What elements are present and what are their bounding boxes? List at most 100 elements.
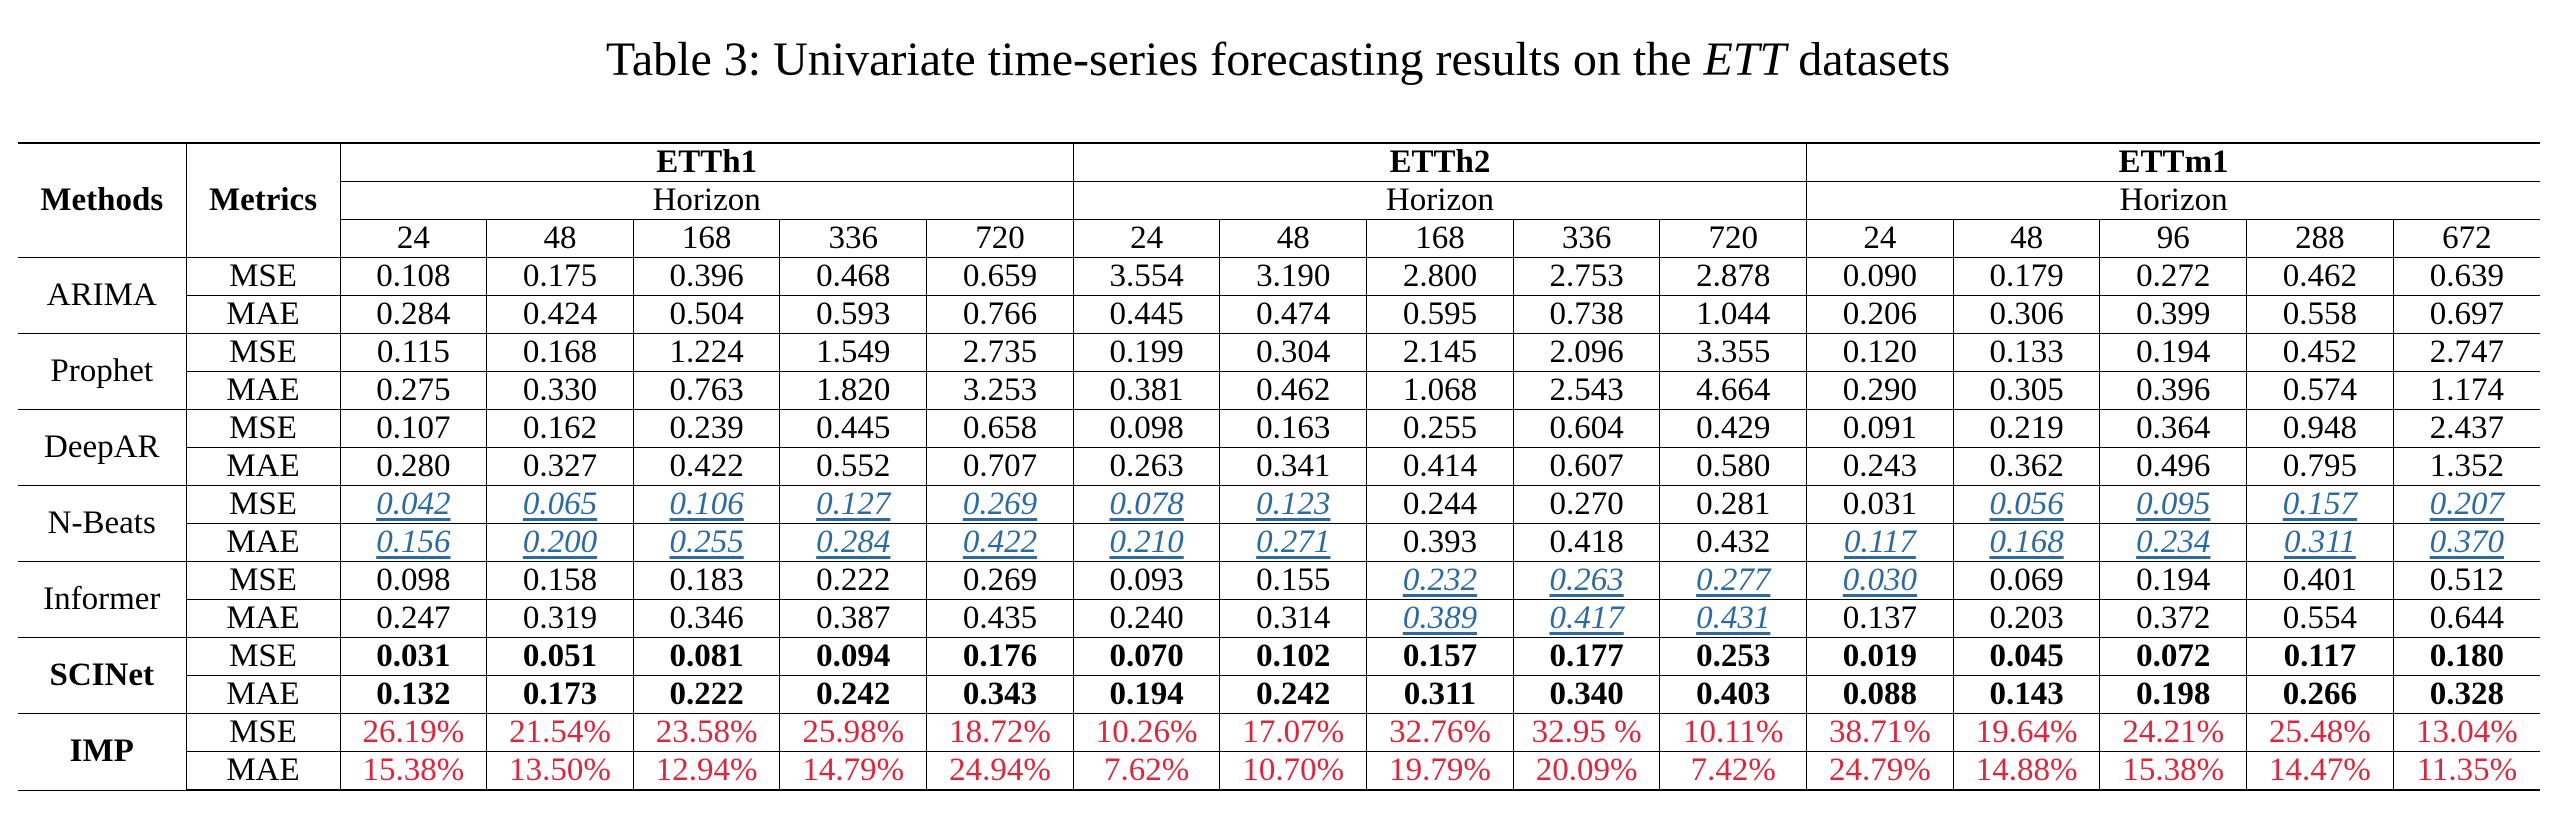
value-cell: 0.658 [926, 409, 1074, 448]
value-cell: 0.340 [1512, 675, 1661, 714]
value-cell: 0.445 [1072, 295, 1221, 334]
method-name: IMP [18, 713, 187, 791]
value-cell: 0.574 [2246, 371, 2394, 410]
value-cell: 0.462 [1219, 371, 1368, 410]
value-cell: 0.056 [1952, 485, 2101, 524]
metric-label: MAE [186, 751, 341, 791]
second-best-value: 0.065 [522, 486, 598, 522]
value-cell: 25.48% [2246, 713, 2394, 752]
value-cell: 0.098 [1072, 409, 1221, 448]
value-cell: 2.800 [1366, 257, 1514, 296]
table-row: IMP MSE 26.19% 21.54% 23.58% 25.98% 18.72% 10.2… [18, 713, 2540, 791]
value-cell: 0.042 [339, 485, 488, 524]
value-cell: 0.305 [1952, 371, 2101, 410]
value-cell: 0.127 [779, 485, 928, 524]
second-best-value: 0.030 [1842, 562, 1918, 598]
value-cell: 0.031 [339, 637, 488, 676]
second-best-value: 0.422 [962, 524, 1038, 560]
value-cell: 0.239 [632, 409, 781, 448]
table-row: SCINet MSE 0.031 0.051 0.081 0.094 0.176 0.070 0… [18, 637, 2540, 714]
value-cell: 3.190 [1219, 257, 1368, 296]
header-horizon-value: 720 [926, 219, 1074, 258]
metric-label: MAE [186, 523, 341, 562]
value-cell: 2.437 [2392, 409, 2540, 448]
value-cell: 0.108 [339, 257, 488, 296]
second-best-value: 0.311 [2283, 524, 2356, 560]
table-row: MAE 0.284 0.424 0.504 0.593 0.766 0.445 0.474 0.… [18, 295, 2540, 334]
value-cell: 26.19% [339, 713, 488, 752]
second-best-value: 0.200 [522, 524, 598, 560]
value-cell: 32.95 % [1512, 713, 1661, 752]
value-cell: 0.364 [2099, 409, 2248, 448]
second-best-value: 0.056 [1989, 486, 2064, 522]
value-cell: 0.198 [2099, 675, 2248, 714]
header-row-horizon-values: 24 48 168 336 720 24 48 168 336 720 24 48 96 288 672 [18, 219, 2540, 258]
value-cell: 20.09% [1512, 751, 1661, 791]
header-row-horizon: Horizon Horizon Horizon [18, 181, 2540, 220]
second-best-value: 0.042 [376, 486, 451, 522]
metric-label: MSE [185, 333, 341, 372]
value-cell: 0.242 [1219, 675, 1368, 714]
value-cell: 0.168 [486, 333, 634, 372]
value-cell: 0.069 [1952, 561, 2101, 600]
value-cell: 0.219 [1952, 409, 2101, 448]
metric-label: MAE [186, 295, 341, 334]
value-cell: 0.452 [2246, 333, 2394, 372]
value-cell: 4.664 [1659, 371, 1808, 410]
value-cell: 11.35% [2392, 751, 2540, 791]
value-cell: 0.387 [779, 599, 928, 638]
table-row: MAE 0.280 0.327 0.422 0.552 0.707 0.263 0.341 0.… [18, 447, 2540, 486]
value-cell: 1.044 [1659, 295, 1808, 334]
value-cell: 0.275 [339, 371, 488, 410]
header-horizon-value: 288 [2246, 219, 2394, 258]
metric-label: MSE [185, 713, 341, 752]
value-cell: 0.604 [1512, 409, 1661, 448]
value-cell: 0.115 [339, 333, 488, 372]
value-cell: 0.707 [926, 447, 1074, 486]
table-row: MAE 0.156 0.200 0.255 0.284 0.422 0.210 0.271 0.… [18, 523, 2540, 562]
value-cell: 0.156 [339, 523, 488, 562]
value-cell: 0.552 [779, 447, 928, 486]
value-cell: 0.319 [486, 599, 634, 638]
value-cell: 0.341 [1219, 447, 1368, 486]
value-cell: 3.253 [926, 371, 1074, 410]
value-cell: 0.424 [486, 295, 634, 334]
value-cell: 0.414 [1366, 447, 1514, 486]
value-cell: 0.396 [632, 257, 781, 296]
caption-dataset: ETT [1703, 33, 1787, 86]
value-cell: 7.42% [1659, 751, 1808, 791]
value-cell: 0.175 [486, 257, 634, 296]
second-best-value: 0.210 [1109, 524, 1184, 560]
value-cell: 13.50% [486, 751, 634, 791]
value-cell: 0.162 [486, 409, 634, 448]
value-cell: 1.068 [1366, 371, 1514, 410]
metric-label: MSE [185, 637, 341, 676]
value-cell: 38.71% [1806, 713, 1954, 752]
value-cell: 0.795 [2246, 447, 2394, 486]
value-cell: 1.820 [779, 371, 928, 410]
value-cell: 0.462 [2246, 257, 2394, 296]
value-cell: 13.04% [2392, 713, 2540, 752]
value-cell: 0.093 [1072, 561, 1221, 600]
value-cell: 0.280 [339, 447, 488, 486]
metric-label: MSE [185, 561, 341, 600]
value-cell: 0.474 [1219, 295, 1368, 334]
value-cell: 0.203 [1952, 599, 2101, 638]
value-cell: 0.263 [1512, 561, 1661, 600]
value-cell: 0.269 [926, 561, 1074, 600]
value-cell: 0.244 [1366, 485, 1514, 524]
method-name: N-Beats [18, 485, 187, 562]
value-cell: 0.045 [1952, 637, 2101, 676]
value-cell: 0.659 [926, 257, 1074, 296]
table-row: MAE 0.275 0.330 0.763 1.820 3.253 0.381 0.462 1.… [18, 371, 2540, 410]
second-best-value: 0.234 [2136, 524, 2211, 560]
second-best-value: 0.389 [1402, 600, 1478, 636]
table-row: N-Beats MSE 0.042 0.065 0.106 0.127 0.269 0.078… [18, 485, 2540, 562]
header-horizon-value: 168 [632, 219, 781, 258]
value-cell: 0.418 [1512, 523, 1661, 562]
value-cell: 0.429 [1659, 409, 1808, 448]
header-row-datasets: Methods Metrics ETTh1 ETTh2 ETTm1 [18, 142, 2540, 258]
value-cell: 0.372 [2099, 599, 2248, 638]
table-caption: Table 3: Univariate time-series forecast… [0, 30, 2556, 90]
value-cell: 14.88% [1952, 751, 2101, 791]
